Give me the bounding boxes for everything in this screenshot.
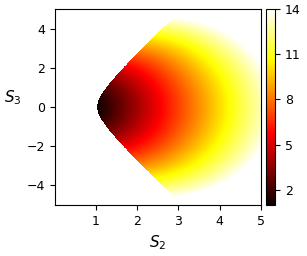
X-axis label: $S_2$: $S_2$: [149, 233, 166, 252]
Y-axis label: $S_3$: $S_3$: [4, 88, 22, 107]
